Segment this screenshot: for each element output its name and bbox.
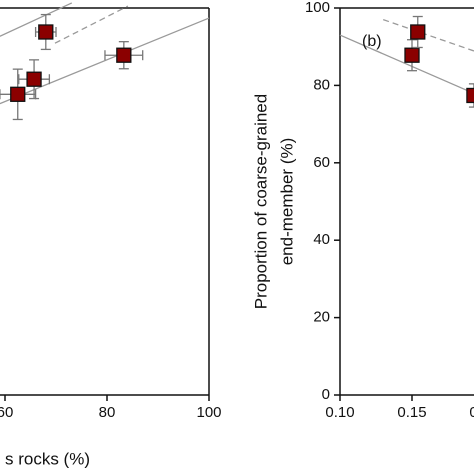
point bbox=[466, 87, 474, 104]
y-tick-label: 80 bbox=[313, 76, 330, 93]
fit-line bbox=[0, 17, 210, 105]
dashed-line bbox=[382, 18, 474, 52]
x-tick-label: 0.15 bbox=[397, 404, 426, 421]
fit-line bbox=[0, 2, 73, 37]
panel-label: (b) bbox=[362, 33, 382, 50]
point bbox=[410, 24, 426, 40]
y-axis-label: Proportion of coarse-grained bbox=[251, 94, 270, 309]
x-tick-label: 100 bbox=[196, 404, 221, 421]
x-tick-label: 0.10 bbox=[325, 404, 354, 421]
point bbox=[10, 86, 26, 102]
point bbox=[38, 24, 54, 40]
x-axis-label: s rocks (%) bbox=[5, 449, 90, 468]
x-tick-label: 0.20 bbox=[469, 404, 474, 421]
point bbox=[116, 47, 132, 63]
x-tick-label: 80 bbox=[99, 404, 116, 421]
point bbox=[404, 47, 420, 63]
x-tick-label: 60 bbox=[0, 404, 13, 421]
y-tick-label: 40 bbox=[313, 231, 330, 248]
y-tick-label: 0 bbox=[322, 386, 330, 403]
y-axis-label: end-member (%) bbox=[277, 138, 296, 266]
y-tick-label: 60 bbox=[313, 154, 330, 171]
y-tick-label: 20 bbox=[313, 309, 330, 326]
dashed-line bbox=[54, 5, 129, 44]
point bbox=[26, 71, 42, 87]
y-tick-label: 100 bbox=[305, 0, 330, 16]
